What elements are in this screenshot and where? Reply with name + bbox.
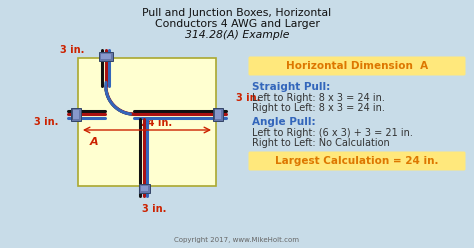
FancyBboxPatch shape [248, 152, 465, 171]
Text: Largest Calculation = 24 in.: Largest Calculation = 24 in. [275, 156, 439, 166]
Text: Pull and Junction Boxes, Horizontal: Pull and Junction Boxes, Horizontal [143, 8, 331, 18]
Bar [99, 52, 113, 61]
Bar [141, 186, 148, 191]
Bar [71, 108, 81, 121]
Bar [139, 184, 150, 193]
Text: Left to Right: 8 x 3 = 24 in.: Left to Right: 8 x 3 = 24 in. [252, 93, 385, 103]
Text: Left to Right: (6 x 3) + 3 = 21 in.: Left to Right: (6 x 3) + 3 = 21 in. [252, 128, 413, 138]
Text: 3 in.: 3 in. [236, 93, 260, 103]
Text: Angle Pull:: Angle Pull: [252, 117, 316, 127]
Text: 3 in.: 3 in. [142, 204, 166, 214]
Text: Horizontal Dimension  A: Horizontal Dimension A [286, 61, 428, 71]
Text: 24 in.: 24 in. [141, 118, 173, 128]
Text: Straight Pull:: Straight Pull: [252, 82, 330, 92]
Text: Right to Left: No Calculation: Right to Left: No Calculation [252, 138, 390, 148]
FancyBboxPatch shape [248, 57, 465, 75]
Text: Right to Left: 8 x 3 = 24 in.: Right to Left: 8 x 3 = 24 in. [252, 103, 385, 113]
Text: A: A [90, 137, 98, 147]
Bar [213, 108, 223, 121]
Text: Conductors 4 AWG and Larger: Conductors 4 AWG and Larger [155, 19, 319, 29]
Bar [215, 110, 221, 119]
Bar [101, 54, 111, 59]
Text: Copyright 2017, www.MikeHolt.com: Copyright 2017, www.MikeHolt.com [174, 237, 300, 243]
Text: 3 in.: 3 in. [34, 117, 58, 127]
Text: 3 in.: 3 in. [60, 45, 84, 55]
Bar [73, 110, 79, 119]
Text: 314.28(A) Example: 314.28(A) Example [185, 30, 289, 40]
Bar [78, 58, 216, 186]
